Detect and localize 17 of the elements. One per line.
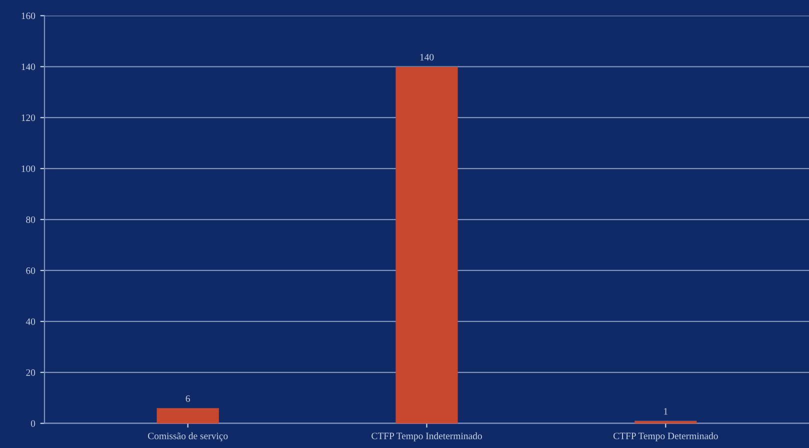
data-label: 1 — [664, 408, 668, 415]
y-tick-label: 0 — [30, 420, 36, 427]
bar — [396, 66, 458, 424]
x-tick-label: CTFP Tempo Indeterminado — [372, 432, 482, 442]
x-tick-label: CTFP Tempo Determinado — [613, 432, 718, 442]
y-tick-label: 120 — [22, 114, 36, 122]
bar — [156, 408, 219, 424]
x-tick-label: Comissão de serviço — [148, 432, 228, 442]
y-tick-label: 80 — [26, 216, 36, 223]
data-label: 140 — [420, 54, 434, 60]
y-tick-label: 20 — [26, 369, 36, 376]
data-label: 6 — [186, 395, 190, 402]
y-tick-label: 60 — [26, 267, 36, 274]
y-tick-label: 40 — [26, 318, 36, 325]
y-tick-label: 160 — [22, 12, 36, 20]
y-tick-label: 140 — [22, 64, 36, 70]
y-tick-label: 100 — [22, 165, 36, 172]
